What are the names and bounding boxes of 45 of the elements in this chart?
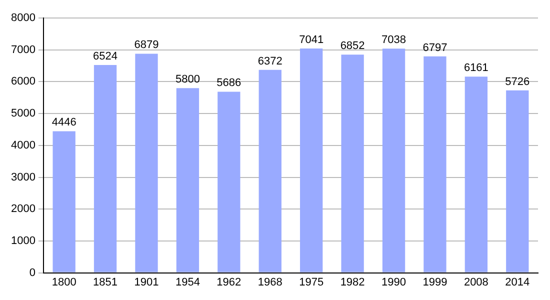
x-tick-label: 1962 bbox=[216, 276, 242, 288]
data-label: 6372 bbox=[258, 55, 282, 68]
y-tick-label: 4000 bbox=[10, 139, 36, 152]
data-label: 6797 bbox=[422, 42, 448, 54]
x-tick-label: 2008 bbox=[464, 276, 488, 288]
bar bbox=[300, 48, 323, 272]
data-label: 5800 bbox=[175, 74, 200, 86]
bar bbox=[135, 54, 158, 272]
bar bbox=[218, 92, 240, 272]
bar bbox=[341, 54, 364, 272]
bar bbox=[506, 90, 529, 272]
data-label: 6524 bbox=[93, 50, 118, 63]
y-tick-label: 0 bbox=[29, 266, 36, 279]
data-label: 5686 bbox=[216, 77, 242, 90]
bar bbox=[176, 88, 200, 272]
y-tick-label: 7000 bbox=[10, 44, 36, 56]
data-label: 6879 bbox=[134, 39, 159, 52]
x-tick-label: 1800 bbox=[52, 276, 76, 288]
y-tick-label: 2000 bbox=[10, 203, 36, 216]
x-tick-label: 1999 bbox=[422, 276, 448, 288]
x-tick-label: 1990 bbox=[382, 276, 406, 288]
x-tick-label: 2014 bbox=[505, 276, 530, 288]
y-tick-label: 6000 bbox=[10, 76, 36, 88]
x-tick-label: 1968 bbox=[258, 276, 282, 288]
data-label: 4446 bbox=[52, 116, 76, 129]
bar bbox=[464, 76, 488, 272]
x-tick-label: 1851 bbox=[93, 276, 118, 288]
data-label: 5726 bbox=[505, 76, 530, 88]
y-tick-label: 5000 bbox=[10, 108, 36, 120]
x-tick-label: 1975 bbox=[299, 276, 324, 288]
x-tick-label: 1954 bbox=[175, 276, 200, 288]
bar bbox=[52, 131, 76, 272]
y-tick-label: 8000 bbox=[10, 12, 36, 24]
data-label: 6161 bbox=[464, 62, 488, 74]
data-label: 7041 bbox=[299, 34, 324, 46]
y-tick-label: 3000 bbox=[10, 171, 36, 184]
bar bbox=[382, 48, 406, 272]
bar bbox=[424, 56, 446, 272]
data-label: 6852 bbox=[340, 40, 365, 52]
x-tick-label: 1901 bbox=[134, 276, 159, 288]
x-tick-label: 1982 bbox=[340, 276, 365, 288]
y-tick-label: 1000 bbox=[10, 234, 36, 247]
bar bbox=[94, 65, 117, 272]
bar bbox=[258, 70, 282, 272]
data-label: 7038 bbox=[382, 34, 406, 46]
